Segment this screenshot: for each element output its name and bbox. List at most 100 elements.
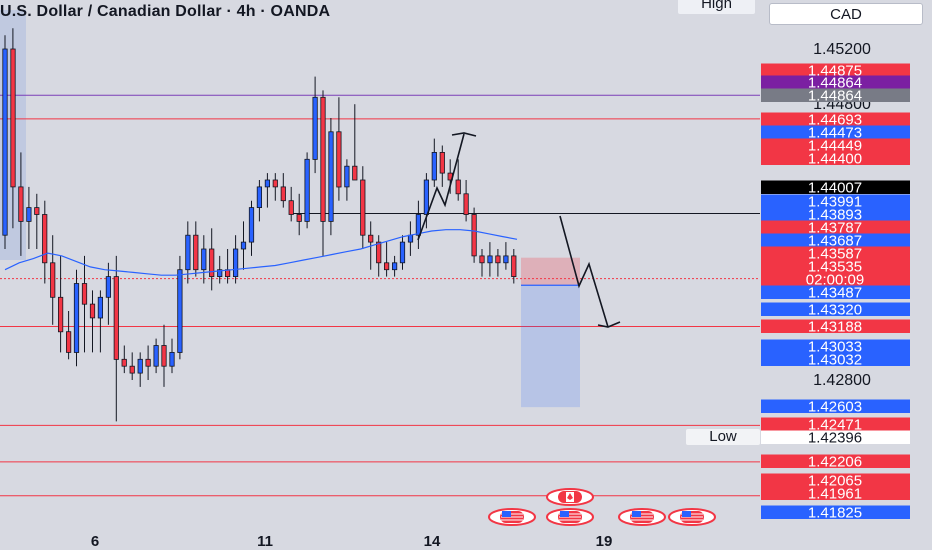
- candle-body: [121, 358, 127, 367]
- candle-body: [97, 296, 103, 319]
- candle-body: [169, 351, 175, 367]
- candle-body: [137, 358, 143, 374]
- low-label: Low: [686, 429, 760, 445]
- price-label-text: 1.44449: [808, 138, 862, 155]
- price-label-box: [761, 417, 910, 431]
- candle-body: [352, 165, 358, 181]
- candle-body: [248, 207, 255, 243]
- x-tick-label: 14: [424, 533, 441, 550]
- price-label-box: [761, 63, 910, 77]
- price-label-text: 1.43687: [808, 233, 862, 250]
- candle-body: [105, 276, 111, 298]
- x-tick-label: 11: [257, 533, 273, 550]
- price-label-text: 1.44875: [808, 63, 862, 80]
- price-label-box: [761, 430, 910, 444]
- price-label-text: 1.41825: [808, 505, 862, 522]
- candle-body: [264, 179, 271, 188]
- price-label-box: [761, 220, 910, 234]
- candle-body: [288, 200, 294, 215]
- candle-body: [280, 186, 286, 202]
- candle-body: [423, 179, 430, 215]
- price-label-box: [761, 319, 910, 333]
- candle-body: [58, 296, 64, 333]
- price-label-text: 1.42065: [808, 473, 862, 490]
- arrow-head-down: [597, 321, 621, 328]
- price-label-box: [761, 151, 910, 165]
- chart-title: U.S. Dollar / Canadian Dollar · 4h · OAN…: [0, 3, 331, 20]
- moving-average-line: [4, 229, 518, 276]
- price-label-text: 1.43033: [808, 339, 862, 356]
- price-label-text: 1.43587: [808, 246, 862, 263]
- candle-body: [161, 345, 167, 367]
- candle-body: [42, 214, 48, 264]
- zigzag-up-drawing: [417, 133, 465, 241]
- flag-canton-icon: [682, 511, 691, 517]
- candle-body: [129, 365, 135, 374]
- candle-body: [26, 207, 32, 222]
- price-label-box: [761, 486, 910, 500]
- price-label-text: 1.43893: [808, 207, 862, 224]
- price-label-box: [761, 272, 910, 286]
- candle-body: [383, 262, 390, 271]
- candle-body: [73, 283, 80, 353]
- candle-body: [487, 255, 493, 264]
- candle-body: [407, 234, 414, 243]
- high-label: High: [678, 0, 755, 14]
- price-label-box: [761, 138, 910, 152]
- price-label-text: 1.41961: [808, 486, 862, 503]
- currency-selector[interactable]: CAD: [769, 3, 923, 25]
- candle-body: [304, 158, 310, 222]
- candle-body: [431, 151, 437, 181]
- price-label-text: 1.42206: [808, 454, 862, 471]
- candle-body: [185, 234, 191, 271]
- candle-body: [391, 262, 398, 271]
- candle-body: [240, 241, 247, 250]
- price-label-box: [761, 285, 910, 299]
- price-label-box: [761, 88, 910, 102]
- flag-canton-icon: [560, 511, 569, 517]
- candle-body: [455, 179, 461, 195]
- y-tick-label: 1.42800: [813, 372, 871, 389]
- candle-body: [232, 248, 239, 278]
- price-label-box: [761, 112, 910, 126]
- maple-leaf-icon: [567, 493, 573, 500]
- candle-body: [209, 248, 215, 278]
- price-label-text: 1.44007: [808, 180, 862, 197]
- price-label-box: [761, 399, 910, 413]
- price-label-box: [761, 207, 910, 221]
- price-label-text: 02:00:09: [806, 272, 864, 289]
- candle-body: [256, 186, 263, 208]
- candle-body: [18, 186, 24, 222]
- price-label-box: [761, 194, 910, 208]
- y-tick-label: 1.45200: [813, 41, 871, 58]
- candle-body: [312, 96, 318, 160]
- candle-body: [511, 255, 517, 277]
- price-label-box: [761, 180, 910, 194]
- candle-body: [344, 165, 350, 188]
- candle-body: [320, 96, 326, 222]
- price-label-text: 1.42471: [808, 417, 862, 434]
- price-label-box: [761, 454, 910, 468]
- price-label-text: 1.43320: [808, 302, 862, 319]
- candle-body: [272, 179, 278, 188]
- price-label-box: [761, 473, 910, 487]
- x-tick-label: 6: [91, 533, 99, 550]
- candle-body: [10, 48, 16, 188]
- candle-body: [217, 269, 223, 278]
- candle-body: [89, 303, 96, 319]
- price-label-text: 1.44473: [808, 125, 862, 142]
- price-label-text: 1.43188: [808, 319, 862, 336]
- candle-body: [376, 241, 382, 264]
- candle-body: [201, 248, 207, 271]
- price-label-text: 1.43991: [808, 194, 862, 211]
- candle-body: [177, 269, 183, 353]
- price-label-text: 1.42396: [808, 430, 862, 447]
- x-tick-label: 19: [596, 533, 613, 550]
- position-stop-zone: [521, 257, 580, 286]
- price-label-box: [761, 259, 910, 273]
- candle-body: [328, 131, 334, 222]
- price-label-text: 1.42603: [808, 399, 862, 416]
- price-label-text: 1.44693: [808, 112, 862, 129]
- candle-body: [415, 214, 422, 236]
